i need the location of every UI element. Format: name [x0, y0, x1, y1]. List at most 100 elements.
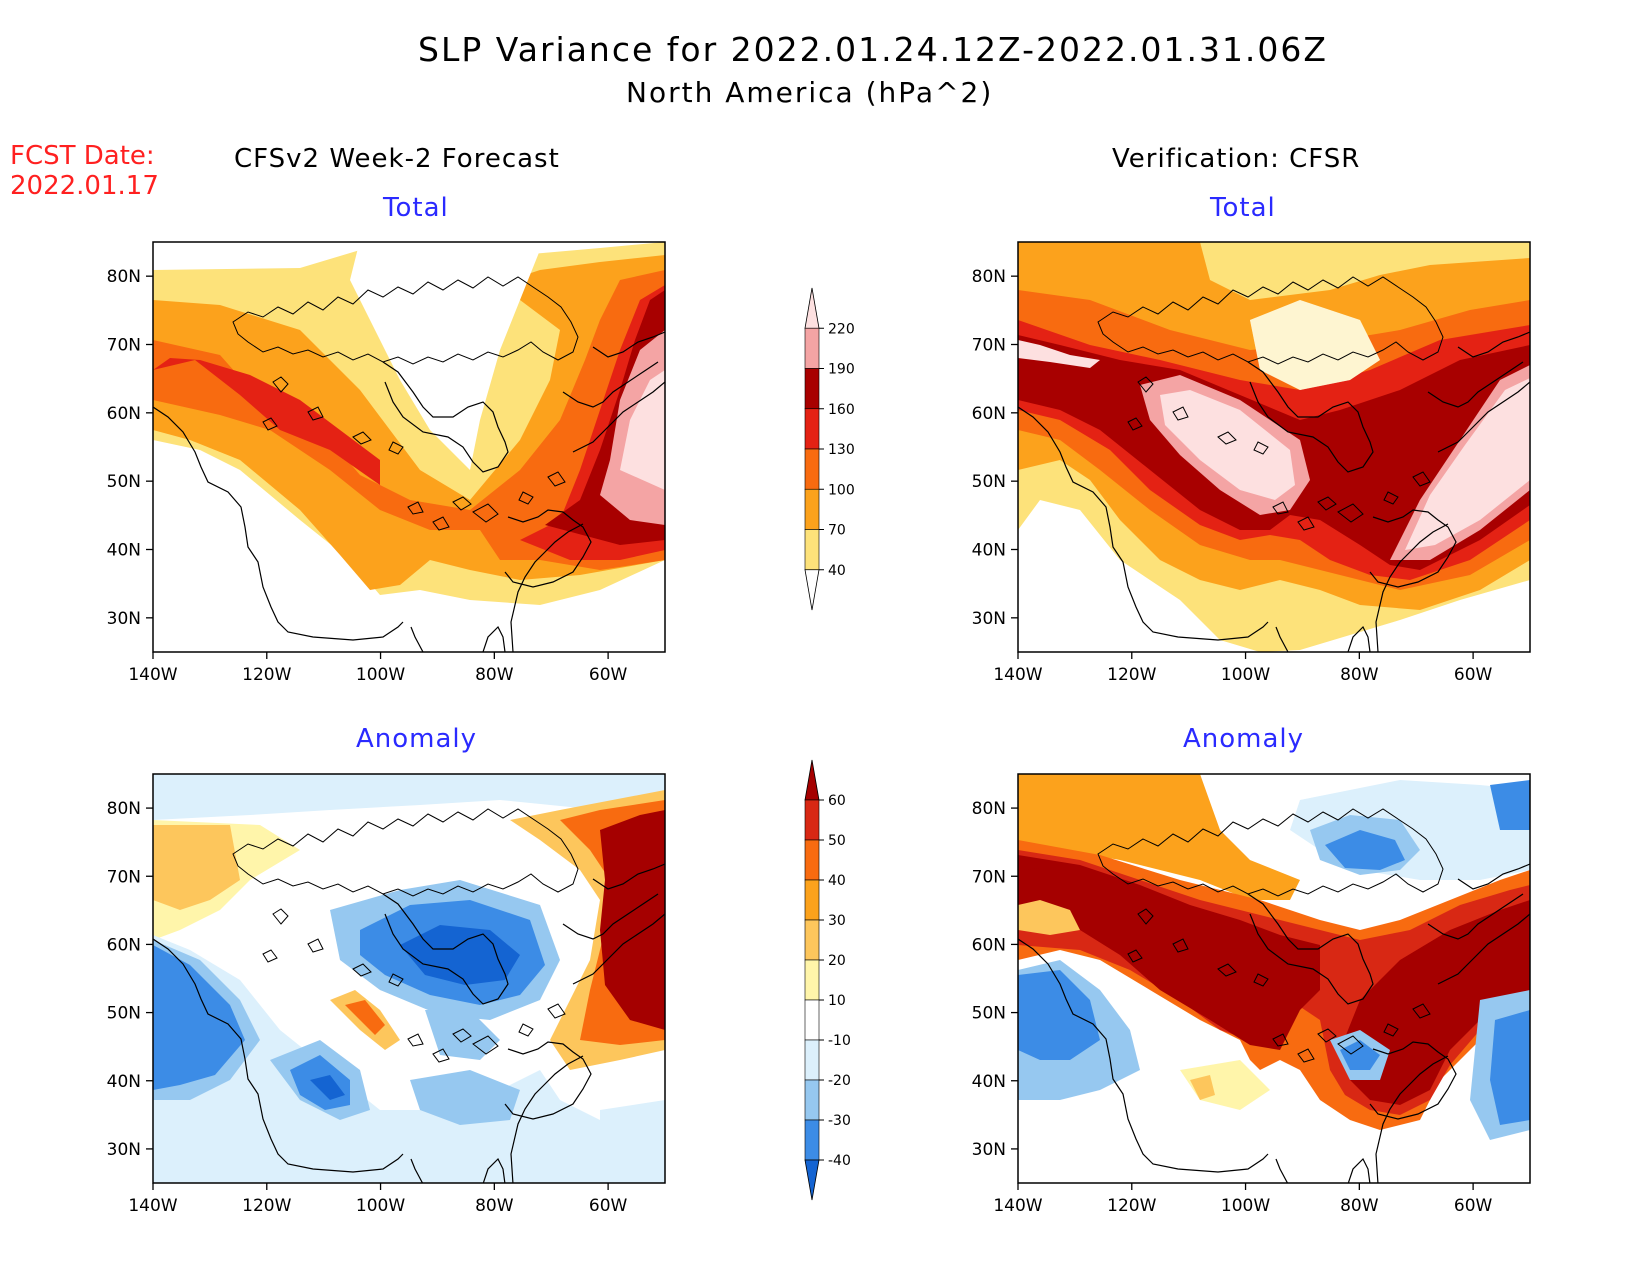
lat-tick-label-verification-anomaly: 70N — [972, 867, 1006, 887]
axes-layer: 140W 120W 100W 80W 60W 80N 70N 60N 50N 40N 30N 140W… — [107, 267, 1493, 1216]
colorbar-label: 70 — [828, 523, 846, 539]
lon-tick-label-verification-anomaly: 120W — [1107, 1196, 1156, 1216]
lat-tick-label-forecast-total: 70N — [107, 336, 141, 356]
colorbar-swatch — [804, 799, 820, 841]
colorbar-swatch — [804, 919, 820, 961]
panel-title-verification-anomaly: Anomaly — [1183, 724, 1305, 754]
colorbar-label: 50 — [828, 833, 846, 849]
colorbar-label: -20 — [828, 1073, 851, 1089]
lat-tick-label-verification-anomaly: 30N — [972, 1140, 1006, 1160]
lon-tick-label-verification-total: 100W — [1221, 665, 1270, 685]
map-panel-verification-total — [1018, 242, 1530, 652]
colorbar-swatch — [804, 327, 820, 369]
lon-tick-label-forecast-anomaly: 120W — [242, 1196, 291, 1216]
panel-title-verification-total: Total — [1210, 193, 1276, 223]
lon-tick-label-forecast-anomaly: 100W — [356, 1196, 405, 1216]
lat-tick-label-verification-total: 80N — [972, 267, 1006, 287]
lat-tick-label-forecast-anomaly: 30N — [107, 1140, 141, 1160]
colorbar-swatch — [804, 488, 820, 530]
lat-tick-label-verification-total: 60N — [972, 404, 1006, 424]
lon-tick-label-verification-anomaly: 140W — [993, 1196, 1042, 1216]
colorbar-label: 20 — [828, 953, 846, 969]
lon-tick-label-verification-total: 80W — [1340, 665, 1379, 685]
lat-tick-label-verification-total: 50N — [972, 472, 1006, 492]
colorbar-top-triangle — [804, 287, 820, 329]
colorbar-swatch — [804, 448, 820, 490]
lon-tick-label-forecast-anomaly: 80W — [475, 1196, 514, 1216]
map-panel-forecast-anomaly — [153, 774, 665, 1183]
colorbar-swatch — [804, 959, 820, 1001]
colorbar-swatch — [804, 1039, 820, 1081]
lat-tick-label-forecast-anomaly: 70N — [107, 867, 141, 887]
lon-tick-label-forecast-total: 60W — [589, 665, 628, 685]
colorbar-label: 40 — [828, 873, 846, 889]
lon-tick-label-verification-anomaly: 80W — [1340, 1196, 1379, 1216]
colorbar-label: 160 — [828, 402, 855, 418]
lat-tick-label-forecast-anomaly: 40N — [107, 1072, 141, 1092]
colorbar-swatch — [804, 1079, 820, 1121]
fcst-date-label: FCST Date: — [10, 141, 155, 171]
frame-forecast-anomaly — [152, 773, 666, 1184]
lat-tick-label-forecast-anomaly: 80N — [107, 799, 141, 819]
lon-tick-label-forecast-total: 100W — [356, 665, 405, 685]
lat-tick-label-verification-anomaly: 80N — [972, 799, 1006, 819]
fcst-date-value: 2022.01.17 — [10, 171, 159, 201]
colorbar-swatch — [804, 999, 820, 1041]
colorbar-bottom-triangle — [804, 569, 820, 611]
colorbar-label: 30 — [828, 913, 846, 929]
lat-tick-label-forecast-total: 30N — [107, 609, 141, 629]
lat-tick-label-verification-anomaly: 40N — [972, 1072, 1006, 1092]
map-panel-forecast-total — [153, 242, 665, 652]
colorbar-swatch — [804, 529, 820, 571]
colorbar-label: 40 — [828, 563, 846, 579]
colorbar-total: 40 70 100 130 160 190 220 — [804, 287, 855, 611]
map-panel-verification-anomaly — [1018, 774, 1530, 1183]
lon-tick-label-forecast-anomaly: 140W — [128, 1196, 177, 1216]
colorbar-swatch — [804, 879, 820, 921]
lat-tick-label-forecast-total: 80N — [107, 267, 141, 287]
colorbar-label: -10 — [828, 1033, 851, 1049]
panel-title-forecast-anomaly: Anomaly — [356, 724, 478, 754]
colorbar-swatch — [804, 1119, 820, 1161]
column-title-verification: Verification: CFSR — [1112, 144, 1361, 174]
panel-title-forecast-total: Total — [383, 193, 449, 223]
lat-tick-label-verification-anomaly: 60N — [972, 935, 1006, 955]
colorbar-swatch — [804, 408, 820, 450]
lat-tick-label-verification-total: 70N — [972, 336, 1006, 356]
colorbar-label: 10 — [828, 993, 846, 1009]
colorbar-bottom-triangle — [804, 1159, 820, 1201]
frame-verification-anomaly — [1017, 773, 1531, 1184]
lon-tick-label-forecast-total: 140W — [128, 665, 177, 685]
colorbar-label: 220 — [828, 321, 855, 337]
lon-tick-label-forecast-total: 80W — [475, 665, 514, 685]
colorbar-label: 130 — [828, 442, 855, 458]
lat-tick-label-verification-anomaly: 50N — [972, 1004, 1006, 1024]
colorbar-label: -40 — [828, 1153, 851, 1169]
colorbar-swatch — [804, 839, 820, 881]
lon-tick-label-forecast-total: 120W — [242, 665, 291, 685]
lon-tick-label-verification-total: 120W — [1107, 665, 1156, 685]
colorbar-label: -30 — [828, 1113, 851, 1129]
lon-tick-label-verification-anomaly: 60W — [1454, 1196, 1493, 1216]
frame-verification-total — [1017, 241, 1531, 653]
colorbar-top-triangle — [804, 759, 820, 801]
lat-tick-label-forecast-anomaly: 50N — [107, 1004, 141, 1024]
colorbar-anomaly: -40 -30 -20 -10 10 20 30 40 50 60 — [804, 759, 851, 1201]
lon-tick-label-verification-total: 60W — [1454, 665, 1493, 685]
colorbar-label: 100 — [828, 482, 855, 498]
page-title: SLP Variance for 2022.01.24.12Z-2022.01.… — [418, 30, 1329, 69]
lat-tick-label-verification-total: 30N — [972, 609, 1006, 629]
lat-tick-label-forecast-total: 60N — [107, 404, 141, 424]
page-subtitle: North America (hPa^2) — [626, 76, 994, 109]
lat-tick-label-forecast-total: 50N — [107, 472, 141, 492]
frame-forecast-total — [152, 241, 666, 653]
colorbar-swatch — [804, 368, 820, 410]
lat-tick-label-forecast-total: 40N — [107, 541, 141, 561]
lon-tick-label-verification-anomaly: 100W — [1221, 1196, 1270, 1216]
colorbar-label: 60 — [828, 793, 846, 809]
lat-tick-label-forecast-anomaly: 60N — [107, 935, 141, 955]
lon-tick-label-forecast-anomaly: 60W — [589, 1196, 628, 1216]
column-title-forecast: CFSv2 Week-2 Forecast — [234, 144, 560, 174]
lon-tick-label-verification-total: 140W — [993, 665, 1042, 685]
